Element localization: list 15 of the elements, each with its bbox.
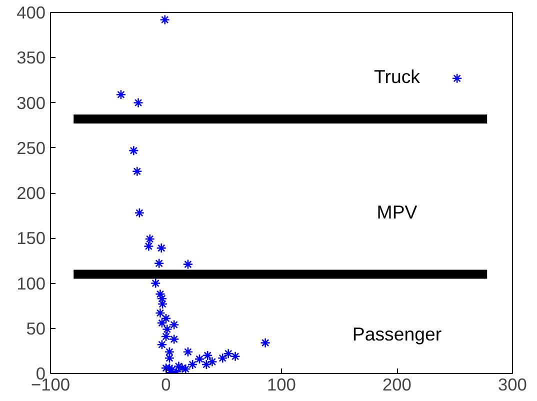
y-tick-label: 50 — [26, 318, 46, 338]
x-tick-label: 0 — [161, 374, 171, 394]
y-tick-label: 100 — [16, 273, 46, 294]
annotation: Truck — [374, 66, 421, 87]
annotation: Passenger — [352, 323, 442, 344]
x-tick-label: 100 — [267, 374, 296, 394]
y-tick-label: 200 — [16, 183, 46, 203]
y-tick-label: 300 — [16, 92, 46, 113]
annotation: MPV — [376, 202, 418, 223]
y-tick-label: 350 — [16, 48, 46, 68]
y-tick-label: 250 — [16, 138, 46, 158]
x-tick-label: 300 — [498, 374, 527, 394]
y-tick-label: 400 — [16, 2, 46, 22]
x-tick-label: 200 — [382, 374, 412, 394]
y-tick-label: 150 — [16, 228, 46, 248]
